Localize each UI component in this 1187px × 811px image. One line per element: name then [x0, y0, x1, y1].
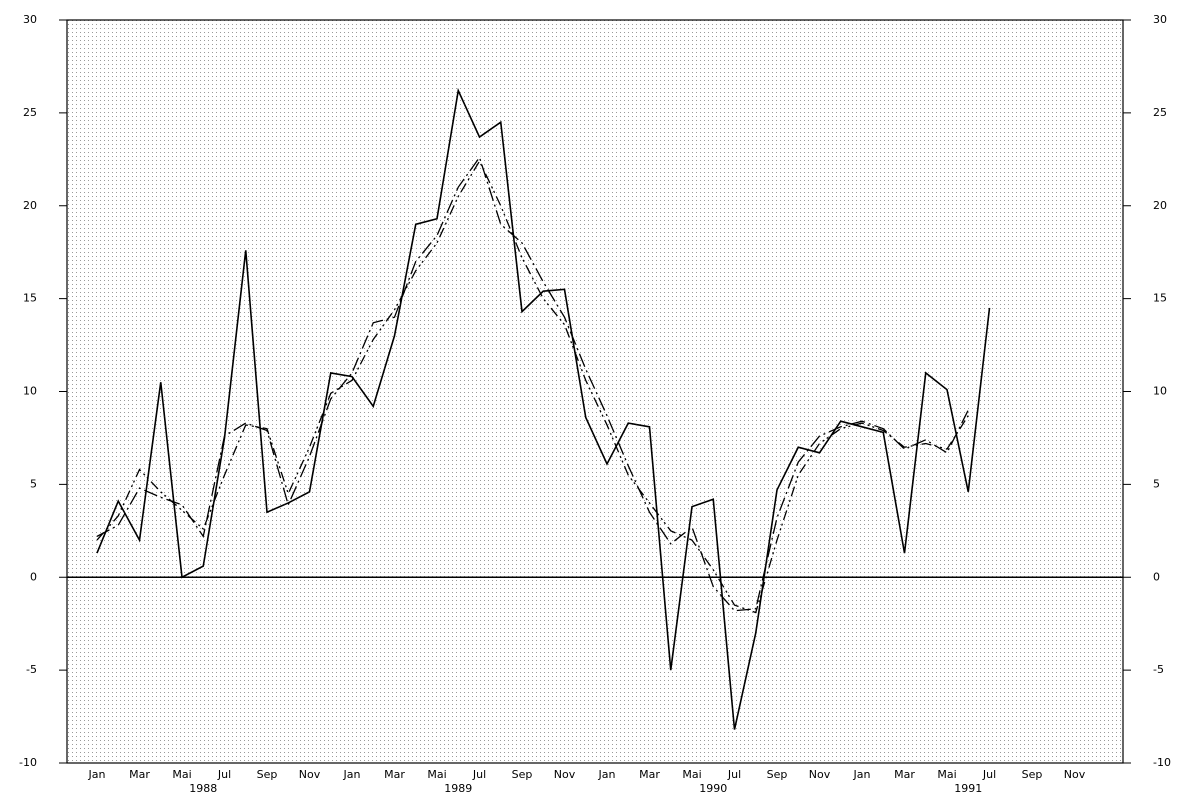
series-line [96, 156, 969, 612]
y2-tick-label: 15 [1153, 292, 1167, 305]
year-label: 1990 [699, 782, 727, 795]
x-tick-label: Jan [598, 768, 616, 781]
y2-tick-label: 5 [1153, 477, 1160, 490]
series-line [96, 159, 969, 614]
y-tick-label: -5 [26, 663, 37, 676]
x-tick-label: Mai [937, 768, 956, 781]
y2-tick-label: -5 [1153, 663, 1164, 676]
x-tick-label: Sep [1022, 768, 1043, 781]
x-tick-label: Jan [343, 768, 361, 781]
x-tick-label: Nov [299, 768, 321, 781]
x-tick-label: Mar [639, 768, 660, 781]
x-tick-label: Mar [384, 768, 405, 781]
y-tick-label: 15 [23, 292, 37, 305]
y-tick-label: 0 [30, 570, 37, 583]
x-tick-label: Sep [767, 768, 788, 781]
y2-tick-label: 20 [1153, 199, 1167, 212]
x-tick-label: Nov [554, 768, 576, 781]
y2-tick-label: 0 [1153, 570, 1160, 583]
x-tick-label: Jul [982, 768, 996, 781]
series-line [96, 87, 991, 730]
x-tick-label: Mar [894, 768, 915, 781]
x-tick-label: Jan [853, 768, 871, 781]
plot-area [66, 19, 1124, 764]
y2-tick-label: -10 [1153, 756, 1171, 769]
y-tick-label: 5 [30, 477, 37, 490]
y-tick-label: 30 [23, 13, 37, 26]
x-tick-label: Jul [217, 768, 231, 781]
x-tick-label: Mai [172, 768, 191, 781]
x-tick-label: Jul [727, 768, 741, 781]
x-tick-label: Mar [129, 768, 150, 781]
y-tick-label: 25 [23, 106, 37, 119]
x-tick-label: Sep [257, 768, 278, 781]
year-label: 1991 [954, 782, 982, 795]
y2-tick-label: 30 [1153, 13, 1167, 26]
y2-tick-label: 10 [1153, 385, 1167, 398]
year-label: 1989 [444, 782, 472, 795]
year-label: 1988 [189, 782, 217, 795]
y-tick-label: 20 [23, 199, 37, 212]
x-tick-label: Mai [427, 768, 446, 781]
x-tick-label: Nov [1064, 768, 1086, 781]
x-tick-label: Nov [809, 768, 831, 781]
y-tick-label: -10 [19, 756, 37, 769]
x-tick-label: Jan [88, 768, 106, 781]
y2-tick-label: 25 [1153, 106, 1167, 119]
x-tick-label: Mai [682, 768, 701, 781]
y-tick-label: 10 [23, 385, 37, 398]
x-tick-label: Sep [512, 768, 533, 781]
x-tick-label: Jul [472, 768, 486, 781]
